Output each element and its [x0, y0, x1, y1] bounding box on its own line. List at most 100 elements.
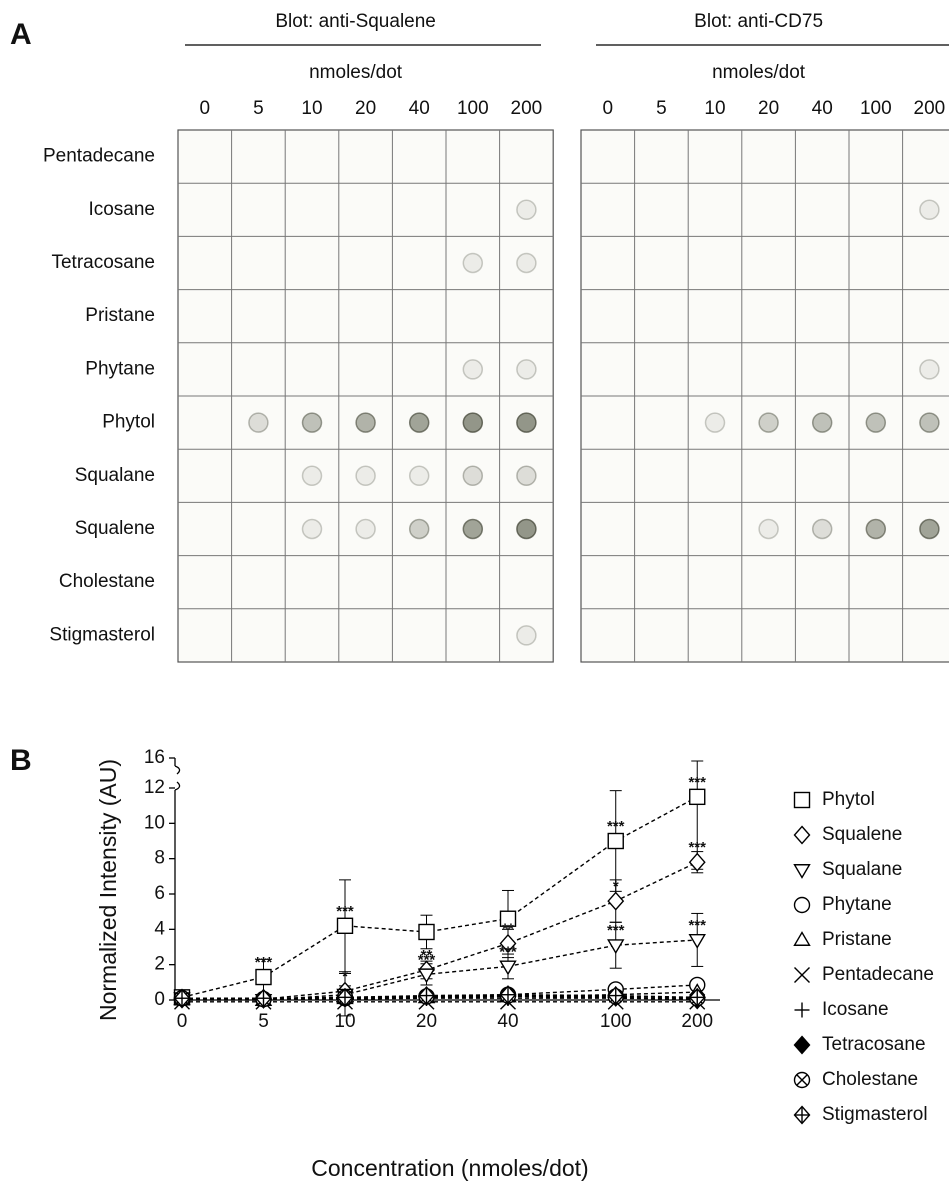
concentration-label: 0: [603, 98, 614, 119]
blot-spot: [517, 626, 536, 645]
concentration-label: 20: [758, 98, 779, 119]
blot-spot: [463, 360, 482, 379]
concentration-label: 100: [860, 98, 892, 119]
significance-label: *: [342, 968, 348, 985]
blot-spot: [813, 520, 832, 539]
data-point: [608, 893, 623, 910]
significance-label: ***: [607, 922, 625, 939]
concentration-label: 40: [409, 98, 430, 119]
concentration-label: 10: [704, 98, 725, 119]
blot-spot: [866, 413, 885, 432]
blot-spot: [517, 520, 536, 539]
blot-title: Blot: anti-CD75: [694, 11, 823, 32]
blot-spot: [356, 413, 375, 432]
blot-spot: [356, 466, 375, 485]
legend-label: Phytane: [822, 894, 892, 915]
legend-label: Pristane: [822, 929, 892, 950]
x-tick-label: 0: [177, 1011, 188, 1032]
legend-marker: [795, 1107, 810, 1124]
y-tick-label: 4: [154, 918, 165, 939]
blot-spot: [920, 200, 939, 219]
blot-spot: [813, 413, 832, 432]
blot-spot: [920, 413, 939, 432]
marker-shape: [256, 970, 271, 985]
marker-shape: [690, 935, 705, 948]
significance-label: *: [613, 878, 619, 895]
row-label: Phytol: [102, 412, 155, 433]
marker-shape: [690, 854, 705, 871]
data-point: [690, 935, 705, 948]
legend-label: Pentadecane: [822, 964, 934, 985]
legend-label: Cholestane: [822, 1069, 918, 1090]
legend-label: Squalane: [822, 859, 902, 880]
marker-shape: [795, 933, 810, 946]
legend-marker: [795, 1003, 810, 1018]
marker-shape: [608, 940, 623, 953]
data-point: [419, 924, 434, 939]
page: {"panel_a": {"label": "A", "blots": [{"t…: [0, 0, 949, 1192]
data-point: [690, 854, 705, 871]
blot-spot: [463, 413, 482, 432]
data-point: [256, 970, 271, 985]
blot-unit: nmoles/dot: [309, 62, 403, 83]
row-label: Stigmasterol: [49, 624, 155, 645]
blot-spot: [759, 520, 778, 539]
blot-spot: [303, 520, 322, 539]
legend-label: Icosane: [822, 999, 889, 1020]
marker-shape: [795, 793, 810, 808]
blot-spot: [410, 520, 429, 539]
x-tick-label: 40: [497, 1011, 518, 1032]
y-tick-label: 0: [154, 989, 165, 1010]
legend-label: Stigmasterol: [822, 1104, 928, 1125]
significance-label: **: [502, 920, 514, 937]
x-tick-label: 20: [416, 1011, 437, 1032]
y-axis-title: Normalized Intensity (AU): [95, 759, 121, 1021]
row-label: Tetracosane: [51, 252, 155, 273]
concentration-label: 5: [656, 98, 667, 119]
y-tick-label: 6: [154, 883, 165, 904]
legend-marker: [795, 933, 810, 946]
blot-spot: [410, 466, 429, 485]
blot-spot: [866, 520, 885, 539]
legend-marker: [795, 898, 810, 913]
marker-shape: [795, 1037, 810, 1054]
blot-spot: [517, 360, 536, 379]
blot-spot: [303, 413, 322, 432]
blot-spot: [410, 413, 429, 432]
row-label: Cholestane: [59, 571, 155, 592]
concentration-label: 20: [355, 98, 376, 119]
legend-marker: [795, 1037, 810, 1054]
legend-marker: [795, 827, 810, 844]
concentration-label: 100: [457, 98, 489, 119]
blot-spot: [463, 466, 482, 485]
data-point: [690, 789, 705, 804]
x-tick-label: 100: [600, 1011, 632, 1032]
blot-spot: [759, 413, 778, 432]
significance-label: ***: [688, 917, 706, 934]
data-point: [608, 834, 623, 849]
marker-shape: [795, 827, 810, 844]
row-label: Pristane: [85, 305, 155, 326]
blot-spot: [517, 413, 536, 432]
blot-spot: [249, 413, 268, 432]
legend-marker: [795, 968, 810, 983]
data-point: [338, 918, 353, 933]
row-label: Squalane: [75, 465, 155, 486]
panel-label: A: [10, 18, 32, 51]
blot-spot: [517, 200, 536, 219]
y-tick-label: 2: [154, 954, 165, 975]
blot-spot: [920, 520, 939, 539]
concentration-label: 0: [200, 98, 211, 119]
legend-label: Phytol: [822, 789, 875, 810]
y-tick-label: 8: [154, 848, 165, 869]
significance-label: ***: [607, 818, 625, 835]
blot-spot: [463, 520, 482, 539]
x-axis-title: Concentration (nmoles/dot): [311, 1155, 588, 1181]
marker-shape: [795, 865, 810, 878]
legend-label: Tetracosane: [822, 1034, 926, 1055]
x-tick-label: 5: [258, 1011, 269, 1032]
significance-label: ***: [255, 954, 273, 971]
blot-spot: [303, 466, 322, 485]
blot-spot: [706, 413, 725, 432]
blot-spot: [356, 520, 375, 539]
